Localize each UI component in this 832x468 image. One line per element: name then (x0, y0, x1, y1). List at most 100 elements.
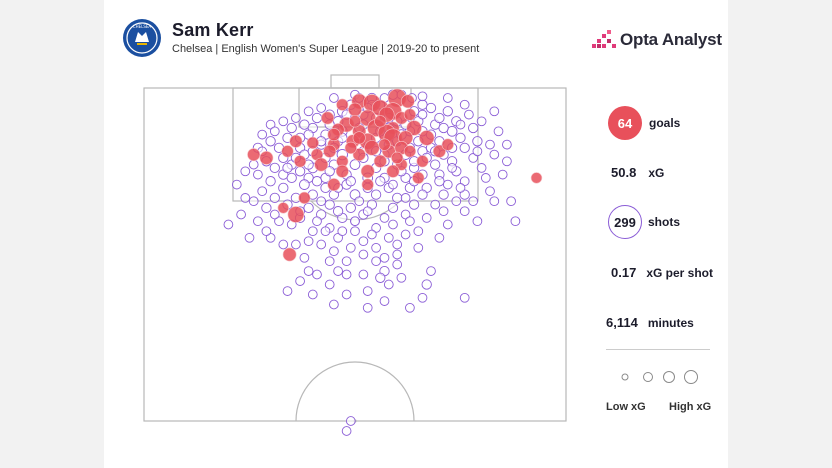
goal-point (259, 150, 274, 165)
xg-per-shot-value: 0.17 (611, 265, 637, 280)
shot-point (303, 236, 314, 247)
shot-point (485, 186, 495, 197)
shot-point (282, 286, 293, 296)
shot-point (345, 202, 356, 214)
shot-point (502, 139, 512, 150)
shot-point (307, 289, 318, 300)
chart-title: Sam Kerr (172, 20, 254, 40)
shot-point (472, 146, 483, 157)
goal-point (289, 134, 303, 148)
shot-point (468, 196, 479, 207)
shot-point (447, 163, 457, 173)
shot-point (371, 256, 381, 267)
shot-point (358, 269, 369, 280)
shot-point (370, 189, 382, 200)
shot-point (311, 112, 323, 124)
shot-point (307, 226, 318, 237)
goal-point (374, 115, 387, 128)
goal-point (335, 164, 349, 178)
shot-point (506, 196, 516, 207)
goal-point (416, 155, 429, 168)
goal-point (281, 145, 294, 158)
goal-point (412, 171, 425, 184)
stat-xg-per-shot: 0.17 xG per shot (611, 265, 713, 280)
shot-point (350, 216, 360, 227)
shot-point (455, 132, 466, 144)
shot-point (480, 173, 491, 183)
shot-point (299, 252, 310, 263)
shot-point (455, 119, 466, 130)
shot-point (316, 103, 327, 113)
legend-high-label: High xG (669, 401, 712, 413)
shot-point (303, 106, 314, 117)
shot-point (489, 196, 500, 207)
shot-point (489, 106, 500, 117)
size-legend (621, 370, 698, 384)
xg-value: 50.8 (611, 165, 637, 180)
goal-point (403, 145, 417, 158)
goal-point (327, 128, 341, 142)
shot-point (476, 116, 487, 127)
shot-point (354, 196, 365, 207)
goal-point (321, 111, 335, 125)
goal-point (360, 164, 375, 179)
shot-point (375, 272, 386, 283)
goal (330, 74, 380, 89)
shot-point (337, 226, 348, 237)
goal-point (441, 138, 454, 151)
shot-point (312, 216, 322, 227)
shot-point (400, 193, 411, 203)
goal-point (327, 178, 341, 192)
shot-point (417, 109, 428, 120)
goal-point (298, 191, 311, 204)
brand-name: Opta Analyst (620, 30, 722, 49)
shots-value: 299 (608, 205, 642, 239)
goal-point (306, 136, 319, 149)
goal-point (282, 247, 297, 262)
goal-point (247, 148, 261, 162)
legend-size-4 (684, 370, 698, 384)
shot-point (329, 299, 339, 310)
shot-point (472, 216, 483, 227)
shot-point (388, 179, 398, 190)
shot-point (294, 166, 306, 177)
shot-point (392, 259, 403, 270)
shot-point (510, 216, 521, 227)
shot-point (324, 166, 335, 177)
shot-point (438, 122, 449, 134)
shot-point (468, 122, 479, 134)
goal-point (336, 98, 349, 111)
shot-point (248, 196, 259, 207)
shot-point (316, 239, 327, 250)
shot-point (278, 182, 289, 194)
shot-point (417, 292, 428, 303)
shot-point (341, 289, 352, 300)
shot-point (291, 113, 301, 123)
shot-point (362, 206, 373, 217)
shot-point (442, 179, 453, 190)
shot-point (269, 126, 280, 137)
goal-point (403, 108, 417, 121)
shot-point (265, 136, 276, 147)
goal-point (432, 144, 446, 158)
xg-label: xG (648, 165, 665, 180)
shot-point (434, 112, 445, 124)
shot-point (417, 99, 428, 110)
shot-point (438, 206, 449, 217)
stat-minutes: 6,114 minutes (606, 315, 694, 330)
shot-point (489, 149, 500, 160)
shot-point (451, 196, 462, 207)
shot-point (442, 93, 453, 103)
shot-point (379, 213, 390, 223)
shot-point (442, 106, 453, 117)
shot-point (459, 292, 470, 303)
minutes-value: 6,114 (606, 315, 638, 330)
goal-point (406, 120, 422, 136)
goal-point (344, 141, 357, 154)
brand-logo: Opta Analyst (592, 30, 722, 50)
shot-point (392, 192, 403, 204)
shot-point (497, 169, 508, 180)
shot-point (434, 232, 445, 243)
shot-point (396, 272, 407, 283)
